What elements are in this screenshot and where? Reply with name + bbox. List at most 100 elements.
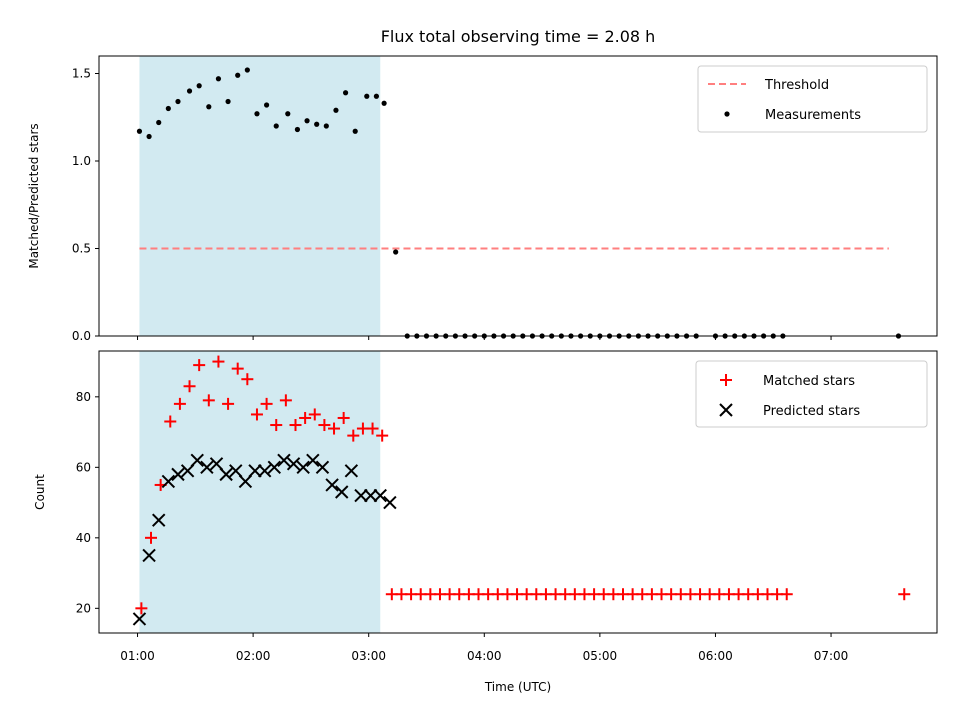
y-tick-label: 1.0 bbox=[72, 154, 91, 168]
top-highlight-span bbox=[139, 56, 381, 336]
y-tick-label: 20 bbox=[76, 601, 91, 615]
predicted-point bbox=[219, 467, 233, 482]
measurement-point bbox=[314, 121, 320, 127]
predicted-point bbox=[209, 457, 224, 471]
predicted-point bbox=[383, 495, 397, 510]
matched-point bbox=[270, 419, 283, 432]
predicted-point bbox=[257, 464, 272, 478]
predicted-point bbox=[171, 467, 185, 482]
predicted-point bbox=[229, 464, 243, 478]
x-tick-label: 07:00 bbox=[814, 649, 849, 663]
matched-point bbox=[366, 422, 379, 435]
measurement-point bbox=[304, 118, 310, 124]
predicted-point bbox=[306, 453, 320, 467]
matched-point bbox=[231, 362, 244, 375]
matched-point bbox=[135, 602, 148, 615]
x-tick-label: 04:00 bbox=[467, 649, 502, 663]
bottom-legend-box bbox=[695, 360, 928, 428]
bottom-y-axis-label: Count bbox=[33, 474, 47, 510]
predicted-point bbox=[161, 474, 176, 489]
matched-point bbox=[337, 411, 350, 424]
matched-point bbox=[328, 422, 341, 435]
measurement-point bbox=[373, 93, 380, 99]
predicted-point bbox=[286, 457, 301, 471]
x-tick-label: 06:00 bbox=[698, 649, 733, 663]
y-tick-label: 80 bbox=[76, 390, 91, 404]
bottom-panel: 01:00 02:00 03:00 04:00 05:00 06:00 07:00 20 40 6… bbox=[33, 350, 938, 663]
measurement-point bbox=[235, 72, 241, 78]
highlight-span-rect bbox=[139, 56, 381, 336]
matched-legend-label: Matched stars bbox=[763, 374, 855, 389]
measurement-point bbox=[175, 98, 181, 105]
predicted-point bbox=[152, 513, 166, 527]
matched-legend-marker bbox=[720, 374, 732, 386]
predicted-point bbox=[315, 460, 330, 475]
matched-point bbox=[202, 394, 215, 407]
y-tick-label: 40 bbox=[76, 531, 91, 545]
measurement-point bbox=[352, 128, 358, 134]
bottom-highlight-span bbox=[139, 351, 381, 633]
predicted-point bbox=[373, 488, 387, 503]
measurement-point bbox=[215, 76, 222, 82]
predicted-point bbox=[190, 453, 204, 467]
top-legend: Threshold Measurements bbox=[697, 65, 928, 133]
matched-point bbox=[145, 531, 158, 544]
measurement-point bbox=[323, 123, 329, 129]
count-points bbox=[132, 355, 911, 626]
matched-point bbox=[183, 380, 196, 393]
chart-title: Flux total observing time = 2.08 h bbox=[381, 27, 656, 46]
predicted-point bbox=[180, 464, 195, 478]
matched-point bbox=[289, 419, 302, 432]
measurement-point bbox=[136, 128, 143, 134]
bottom-axis-ticks: 01:00 02:00 03:00 04:00 05:00 06:00 07:00 20 40 6… bbox=[76, 390, 849, 663]
measurement-point bbox=[196, 83, 202, 89]
predicted-point bbox=[335, 485, 349, 499]
matched-point bbox=[193, 359, 206, 372]
matched-point bbox=[260, 397, 273, 410]
measurement-point bbox=[333, 107, 339, 113]
measurement-point bbox=[342, 90, 349, 96]
bottom-legend: Matched stars Predicted stars bbox=[695, 360, 928, 428]
matched-point bbox=[347, 429, 360, 442]
measurement-point bbox=[294, 126, 301, 133]
predicted-point bbox=[132, 612, 147, 626]
highlight-span-rect bbox=[139, 351, 381, 633]
matched-point bbox=[898, 588, 911, 601]
top-y-axis-label: Matched/Predicted stars bbox=[27, 123, 41, 268]
top-axis-ticks: 0.0 0.5 1.0 1.5 bbox=[72, 67, 832, 343]
measurements-legend-label: Measurements bbox=[765, 108, 861, 123]
matched-point bbox=[222, 397, 235, 410]
predicted-legend-label: Predicted stars bbox=[763, 404, 860, 419]
matched-point bbox=[376, 429, 389, 442]
predicted-point bbox=[296, 460, 310, 475]
y-tick-label: 60 bbox=[76, 460, 91, 474]
matched-point bbox=[241, 373, 254, 386]
measurement-point bbox=[225, 98, 231, 105]
predicted-point bbox=[142, 548, 156, 563]
measurement-point bbox=[364, 93, 370, 99]
predicted-point bbox=[248, 464, 262, 478]
matched-point bbox=[780, 588, 793, 601]
measurement-point bbox=[393, 249, 399, 255]
x-tick-label: 02:00 bbox=[236, 649, 271, 663]
measurement-point bbox=[156, 119, 162, 126]
y-tick-label: 1.5 bbox=[72, 67, 91, 81]
predicted-point bbox=[363, 488, 378, 503]
predicted-point bbox=[238, 474, 253, 489]
x-axis-label: Time (UTC) bbox=[484, 680, 551, 694]
matched-point bbox=[318, 419, 331, 432]
predicted-point bbox=[325, 478, 339, 492]
measurement-point bbox=[146, 133, 152, 140]
matched-point bbox=[250, 408, 263, 421]
y-tick-label: 0.0 bbox=[72, 329, 91, 343]
predicted-point bbox=[200, 460, 214, 475]
x-tick-label: 05:00 bbox=[583, 649, 618, 663]
measurement-point bbox=[264, 102, 270, 108]
matched-point bbox=[212, 355, 225, 368]
predicted-point bbox=[344, 464, 359, 478]
measurements-legend-marker bbox=[724, 111, 730, 117]
predicted-point bbox=[267, 460, 282, 475]
measurement-point bbox=[285, 111, 291, 117]
predicted-point bbox=[277, 453, 291, 467]
bottom-panel-frame bbox=[98, 350, 938, 634]
